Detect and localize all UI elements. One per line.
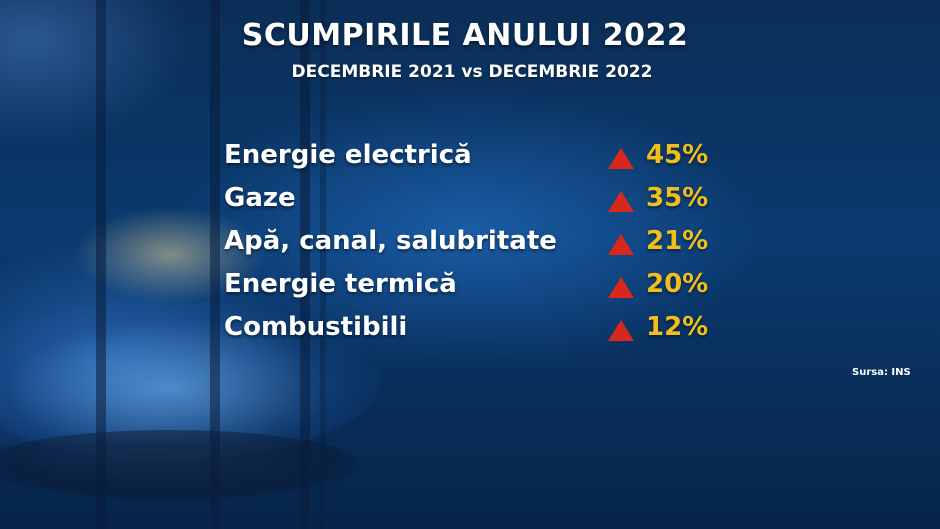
source-note: Sursa: INS — [852, 367, 911, 378]
item-percentage: 20% — [646, 269, 709, 299]
list-item: Energie termică 20% — [224, 269, 744, 312]
item-label: Energie electrică — [224, 140, 472, 170]
price-increase-list: Energie electrică 45% Gaze 35% Apă, cana… — [224, 140, 744, 355]
decorative-bar — [320, 0, 326, 529]
list-item: Apă, canal, salubritate 21% — [224, 226, 744, 269]
item-label: Combustibili — [224, 312, 408, 342]
decorative-bar — [96, 0, 106, 529]
list-item: Combustibili 12% — [224, 312, 744, 355]
up-triangle-icon — [608, 320, 634, 341]
list-item: Gaze 35% — [224, 183, 744, 226]
item-label: Gaze — [224, 183, 296, 213]
item-percentage: 35% — [646, 183, 709, 213]
up-triangle-icon — [608, 191, 634, 212]
decorative-bar — [300, 0, 310, 529]
up-triangle-icon — [608, 148, 634, 169]
item-percentage: 45% — [646, 140, 709, 170]
item-percentage: 21% — [646, 226, 709, 256]
list-item: Energie electrică 45% — [224, 140, 744, 183]
item-percentage: 12% — [646, 312, 709, 342]
page-title: SCUMPIRILE ANULUI 2022 — [241, 18, 689, 53]
item-label: Apă, canal, salubritate — [224, 226, 557, 256]
decorative-bar — [210, 0, 220, 529]
page-subtitle: DECEMBRIE 2021 vs DECEMBRIE 2022 — [291, 62, 653, 82]
item-label: Energie termică — [224, 269, 457, 299]
up-triangle-icon — [608, 234, 634, 255]
up-triangle-icon — [608, 277, 634, 298]
